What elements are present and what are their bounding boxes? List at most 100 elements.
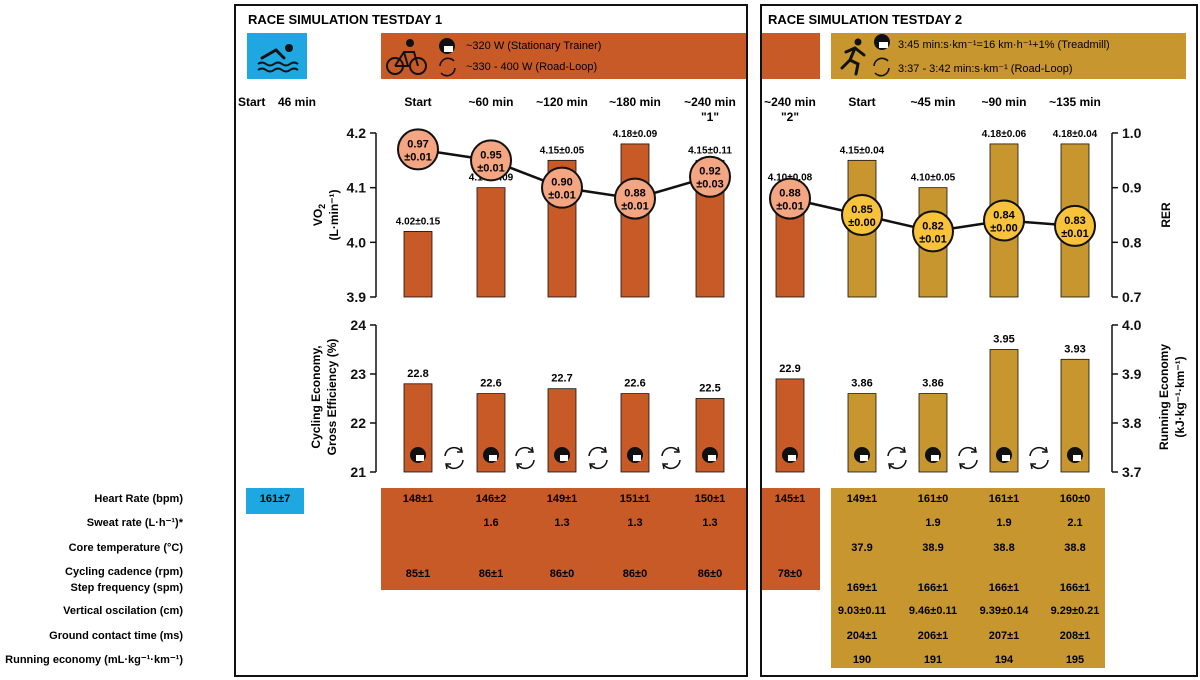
rer-point [470,139,512,182]
table-cell-step: 166±1 [989,582,1020,594]
cycling-table-box-day2 [762,488,820,590]
rer-point-sd: ±0.00 [848,217,875,229]
table-cell-cadence: 86±0 [550,568,574,580]
swim-time-label: 46 min [278,95,316,109]
rer-point-mean: 0.90 [551,177,572,189]
rer-axis-tick-label: 0.8 [1122,234,1142,250]
cycling-economy-label: 22.6 [624,378,645,390]
cycling-legend-box-day2 [762,33,820,79]
vo2-bar-label: 4.02±0.15 [396,216,441,227]
cycling-legend-line2: ~330 - 400 W (Road-Loop) [466,61,597,73]
table-cell-sweat: 1.3 [554,517,569,529]
running-economy-axis-label: Running Economy [1157,344,1171,450]
table-cell-step: 169±1 [847,582,878,594]
loop-icon-arc [1029,446,1047,457]
loop-icon-arc [889,459,907,470]
mask-icon-mask [708,455,716,461]
loop-icon-arrow [1042,446,1048,453]
vo2-axis-tick-label: 4.2 [347,125,367,141]
table-cell-hr: 146±2 [476,493,507,505]
bicycle-icon [386,39,427,75]
rer-point [614,177,656,220]
mask-icon [410,447,426,463]
mask-icon [854,447,870,463]
mask-icon [782,447,798,463]
loop-icon-arc [590,459,608,470]
loop-icon-arrow [1030,463,1036,470]
loop-icon [958,446,978,470]
cycling-economy-axis-unit: Gross Efficiency (%) [325,339,339,456]
running-legend-line2: 3:37 - 3:42 min:s·km⁻¹ (Road-Loop) [898,63,1073,75]
loop-icon [1029,446,1049,470]
mask-icon-mask [560,455,568,461]
rer-point-mean: 0.95 [480,149,501,161]
mask-icon-mask [633,455,641,461]
loop-icon-arc [887,446,905,457]
rer-point [397,128,439,171]
table-cell-vertical-oscillation: 9.46±0.11 [909,605,957,617]
rer-point-mean: 0.97 [407,138,428,150]
running-economy-label: 3.86 [922,378,943,390]
table-cell-hr: 160±0 [1060,493,1091,505]
loop-icon-arc [1031,459,1049,470]
loop-icon-arrow [457,446,463,453]
vo2-bar-label: 4.18±0.09 [613,129,658,140]
cycling-table-box [381,488,746,590]
table-cell-running-economy: 194 [995,654,1014,666]
time-label-day1: ~180 min [609,95,661,109]
loop-icon [588,446,608,470]
running-legend-line1: 3:45 min:s·km⁻¹=16 km·h⁻¹+1% (Treadmill) [898,39,1110,51]
rer-axis-tick-label: 0.7 [1122,289,1142,305]
panel-day1-title: RACE SIMULATION TESTDAY 1 [248,12,442,27]
rer-point [1054,204,1096,247]
running-table-box [831,488,1105,668]
rer-point-sd: ±0.00 [990,222,1017,234]
table-cell-hr: 149±1 [847,493,878,505]
table-row-label: Heart Rate (bpm) [94,493,183,505]
loop-icon-arc [960,459,978,470]
table-row-label: Step frequency (spm) [71,582,184,594]
mask-icon [925,447,941,463]
loop-icon-arrow [900,446,906,453]
rer-point-sd: ±0.01 [919,233,946,245]
mask-icon [702,447,718,463]
vo2-axis-tick-label: 4.1 [347,180,367,196]
table-cell-running-economy: 190 [853,654,871,666]
mask-icon-mask [1002,455,1010,461]
cycling-economy-axis-label: Cycling Economy, [309,345,323,448]
rer-point-sd: ±0.01 [404,151,431,163]
loop-icon [444,446,464,470]
table-cell-core: 37.9 [851,542,872,554]
rer-point [841,194,883,236]
table-cell-step: 166±1 [1060,582,1091,594]
mask-icon [996,447,1012,463]
loop-icon-arc [661,446,679,457]
loop-icon-arrow [662,463,668,470]
panel-day2-title: RACE SIMULATION TESTDAY 2 [768,12,962,27]
table-cell-ground-contact: 206±1 [918,630,949,642]
running-economy-label: 3.86 [851,378,872,390]
mask-icon-mask [860,455,868,461]
mask-icon [1067,447,1083,463]
time-label-day1: ~240 min [684,95,736,109]
loop-icon-arrow [971,446,977,453]
mask-icon-mask [1073,455,1081,461]
table-cell-hr: 145±1 [775,493,806,505]
table-cell-ground-contact: 207±1 [989,630,1020,642]
mask-icon [439,38,455,54]
vo2-axis-tick-label: 3.9 [347,289,367,305]
rer-point-mean: 0.88 [624,188,645,200]
table-cell-core: 38.8 [1064,542,1085,554]
running-economy-axis-tick-label: 3.7 [1122,464,1142,480]
swim-start-label: Start [238,95,265,109]
rer-point-mean: 0.82 [922,220,943,232]
cycling-economy-axis-tick-label: 21 [350,464,366,480]
loop-icon-arc [517,459,535,470]
table-cell-hr: 148±1 [403,493,434,505]
time-label-day2: ~45 min [910,95,955,109]
cycling-economy-label: 22.7 [551,373,572,385]
time-label-day2: ~135 min [1049,95,1101,109]
vo2-bar-label: 4.18±0.06 [982,129,1027,140]
vo2-axis-unit: (L·min⁻¹) [327,190,341,241]
table-cell-hr: 161±1 [989,493,1020,505]
